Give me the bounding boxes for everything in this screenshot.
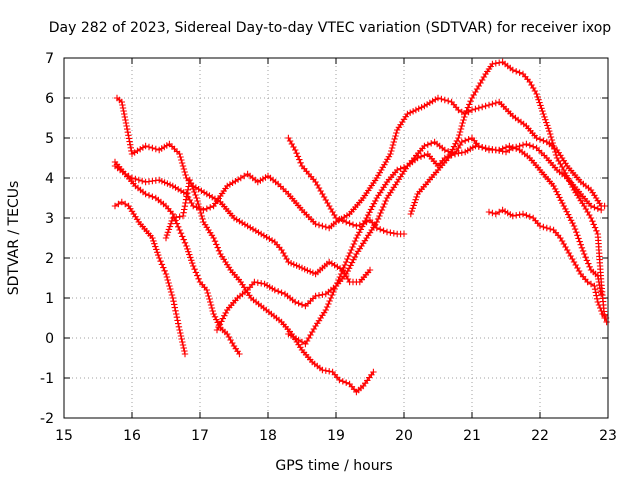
series-arc-7 [285,134,408,238]
grid [64,58,608,418]
series-line [216,137,602,331]
series-line [287,137,404,235]
series-arc-10 [485,206,610,322]
plus-markers [113,94,374,286]
plus-markers [485,206,610,322]
y-tick-label: 0 [45,331,54,347]
y-tick-label: 5 [45,131,54,147]
series-line [116,97,371,283]
plus-markers [111,198,189,358]
x-tick-label: 16 [123,428,141,444]
plus-markers [111,94,608,232]
y-tick-label: 7 [45,51,54,67]
series-arc-8 [285,138,605,348]
series-arc-1 [113,94,374,286]
x-tick-label: 15 [55,428,73,444]
y-axis-label: SDTVAR / TECUs [6,181,22,296]
plus-markers [285,138,605,348]
plus-markers [285,134,408,238]
plus-markers [407,58,610,326]
series-arc-5 [162,176,377,396]
plot-frame [63,57,609,419]
y-tick-label: 3 [45,211,54,227]
series-arc-9 [407,58,610,326]
x-tick-label: 18 [259,428,277,444]
x-tick-label: 19 [327,428,345,444]
x-tick-label: 23 [599,428,617,444]
x-tick-label: 17 [191,428,209,444]
series-arc-4 [111,198,189,358]
x-axis-label: GPS time / hours [275,458,392,474]
x-tick-label: 20 [395,428,413,444]
y-tick-label: 1 [45,291,54,307]
y-tick-label: -2 [40,411,54,427]
chart-title: Day 282 of 2023, Sidereal Day-to-day VTE… [49,20,612,36]
y-tick-label: -1 [40,371,54,387]
y-tick-label: 6 [45,91,54,107]
y-tick-label: 2 [45,251,54,267]
data-series [111,58,610,396]
x-tick-label: 22 [531,428,549,444]
plus-markers [162,176,377,396]
series-line [288,141,602,345]
x-tick-label: 21 [463,428,481,444]
y-tick-label: 4 [45,171,54,187]
series-line [114,201,186,355]
